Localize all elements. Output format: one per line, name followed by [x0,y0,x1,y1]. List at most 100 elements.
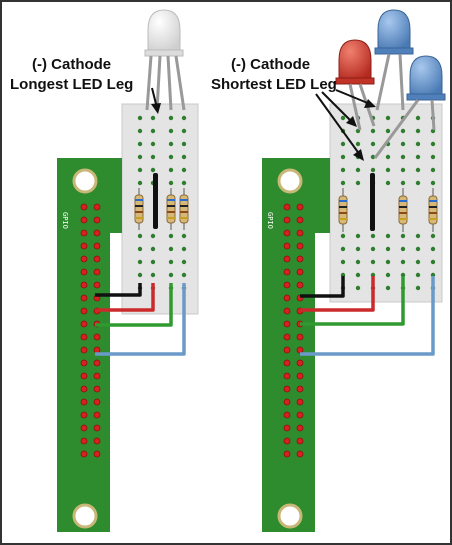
gpio-pin [93,255,101,263]
gpio-pin [80,281,88,289]
gpio-pin [93,229,101,237]
breadboard-hole [355,272,361,278]
breadboard-hole [137,272,143,278]
gpio-pin [80,294,88,302]
breadboard-hole [137,115,143,121]
breadboard-hole [168,272,174,278]
cathode-label-line2: Shortest LED Leg [211,76,337,93]
gpio-pin [80,411,88,419]
breadboard-hole [385,246,391,252]
gpio-pin [296,424,304,432]
breadboard-hole [415,259,421,265]
gpio-pin [80,385,88,393]
breadboard-hole [415,285,421,291]
breadboard-hole [415,154,421,160]
breadboard-hole [355,233,361,239]
gpio-pin [283,385,291,393]
wire-green [95,283,173,327]
resistor [166,188,176,230]
gpio-pin [283,268,291,276]
breadboard-hole [385,259,391,265]
breadboard-hole [150,272,156,278]
left-gpio-pins [80,203,101,458]
mount-hole-bottom [277,503,303,529]
breadboard-hole [168,259,174,265]
gpio-pin [296,255,304,263]
breadboard-hole [150,259,156,265]
breadboard-hole [137,259,143,265]
wire-blue [95,283,186,356]
breadboard-hole [137,154,143,160]
breadboard-hole [385,167,391,173]
breadboard-hole [168,141,174,147]
breadboard-hole [370,259,376,265]
breadboard-hole [415,128,421,134]
breadboard-hole [370,167,376,173]
gpio-pin [80,203,88,211]
gpio-pin [93,424,101,432]
gpio-pin [93,242,101,250]
jumper-black [370,173,375,231]
gpio-pin [283,216,291,224]
gpio-pin [283,372,291,380]
right-gpio-pins [283,203,304,458]
gpio-pin [283,437,291,445]
gpio-pin [283,255,291,263]
gpio-pin [80,268,88,276]
gpio-pin [283,411,291,419]
cathode-label-line1: (-) Cathode [231,56,310,73]
breadboard-hole [168,246,174,252]
gpio-pin [80,216,88,224]
breadboard-hole [385,128,391,134]
breadboard-hole [150,128,156,134]
breadboard-hole [168,167,174,173]
gpio-pin [296,281,304,289]
gpio-pin [93,385,101,393]
breadboard-hole [168,115,174,121]
breadboard-hole [355,259,361,265]
resistor [398,188,408,232]
breadboard-hole [181,128,187,134]
wire-red [95,283,155,312]
breadboard-hole [150,167,156,173]
breadboard-hole [415,246,421,252]
led-blue-right [373,55,446,159]
mount-hole-bottom [72,503,98,529]
breadboard-hole [400,246,406,252]
breadboard-hole [400,128,406,134]
breadboard-hole [181,272,187,278]
gpio-pin [296,450,304,458]
breadboard-hole [150,141,156,147]
gpio-pin [93,346,101,354]
breadboard-hole [181,246,187,252]
breadboard-hole [137,141,143,147]
wire-green [300,276,405,326]
breadboard-hole [181,115,187,121]
resistor [134,188,144,230]
cathode-arrow [151,87,161,114]
breadboard-hole [415,115,421,121]
gpio-pin [296,203,304,211]
gpio-pin [80,320,88,328]
breadboard-hole [150,115,156,121]
breadboard-hole [400,233,406,239]
breadboard-hole [400,141,406,147]
gpio-pin [80,424,88,432]
breadboard-hole [340,115,346,121]
breadboard-hole [137,233,143,239]
breadboard-hole [181,259,187,265]
cathode-label-line1: (-) Cathode [32,56,111,73]
gpio-pin [296,385,304,393]
gpio-pin [80,242,88,250]
breadboard-hole [415,141,421,147]
gpio-pin [93,203,101,211]
gpio-pin [93,333,101,341]
gpio-pin [80,398,88,406]
rgb-led-clear [144,9,186,111]
breadboard-hole [355,246,361,252]
breadboard-hole [430,259,436,265]
gpio-pin [93,437,101,445]
gpio-pin [296,216,304,224]
